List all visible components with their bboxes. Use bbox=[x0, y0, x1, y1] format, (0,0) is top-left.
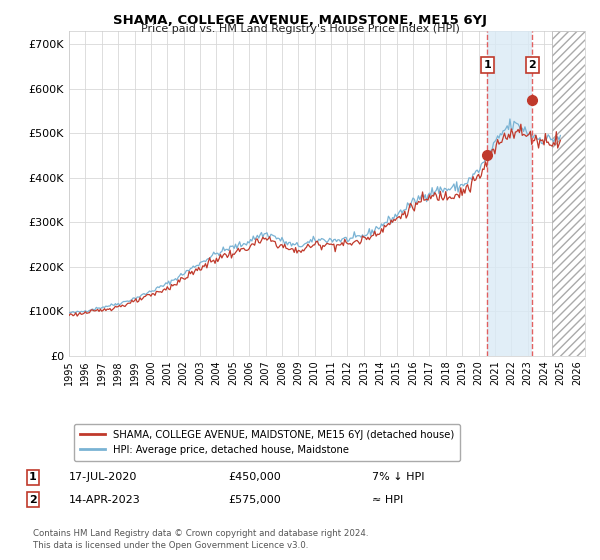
Legend: SHAMA, COLLEGE AVENUE, MAIDSTONE, ME15 6YJ (detached house), HPI: Average price,: SHAMA, COLLEGE AVENUE, MAIDSTONE, ME15 6… bbox=[74, 424, 460, 461]
Text: 1: 1 bbox=[484, 60, 491, 70]
Text: 7% ↓ HPI: 7% ↓ HPI bbox=[372, 472, 425, 482]
Text: £575,000: £575,000 bbox=[228, 494, 281, 505]
Bar bbox=[552, 31, 585, 356]
Bar bbox=[487, 31, 532, 356]
Text: £450,000: £450,000 bbox=[228, 472, 281, 482]
Text: Contains HM Land Registry data © Crown copyright and database right 2024.
This d: Contains HM Land Registry data © Crown c… bbox=[33, 529, 368, 550]
Bar bbox=[552, 31, 585, 356]
Text: Price paid vs. HM Land Registry's House Price Index (HPI): Price paid vs. HM Land Registry's House … bbox=[140, 24, 460, 34]
Text: 14-APR-2023: 14-APR-2023 bbox=[69, 494, 141, 505]
Text: ≈ HPI: ≈ HPI bbox=[372, 494, 403, 505]
Text: 2: 2 bbox=[29, 494, 37, 505]
Text: 17-JUL-2020: 17-JUL-2020 bbox=[69, 472, 137, 482]
Text: SHAMA, COLLEGE AVENUE, MAIDSTONE, ME15 6YJ: SHAMA, COLLEGE AVENUE, MAIDSTONE, ME15 6… bbox=[113, 14, 487, 27]
Text: 1: 1 bbox=[29, 472, 37, 482]
Text: 2: 2 bbox=[529, 60, 536, 70]
